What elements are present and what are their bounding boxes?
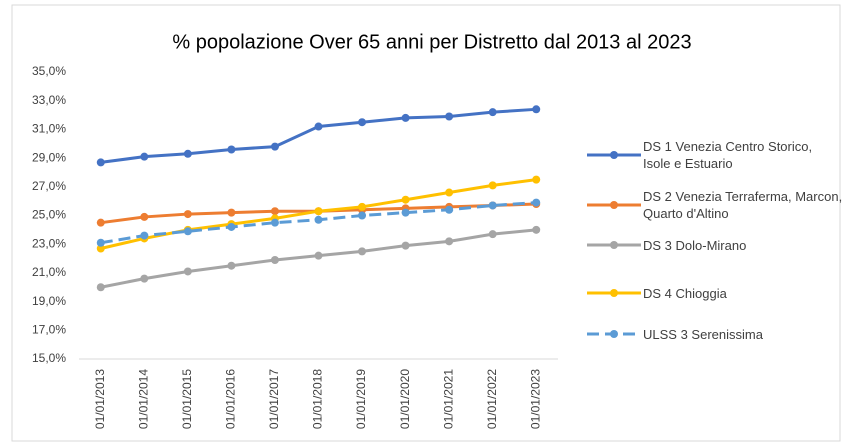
point	[227, 261, 236, 270]
point	[96, 244, 105, 253]
legend-label: ULSS 3 Serenissima	[643, 326, 763, 342]
point	[96, 218, 105, 227]
y-tick-label: 21,0%	[32, 265, 66, 279]
x-tick-label: 01/01/2016	[224, 369, 238, 429]
legend-item: DS 3 Dolo-Mirano	[585, 228, 843, 262]
x-tick-label: 01/01/2022	[485, 369, 499, 429]
x-tick-label: 01/01/2014	[136, 369, 150, 429]
point	[401, 241, 410, 250]
legend-item: DS 1 Venezia Centro Storico, Isole e Est…	[585, 138, 843, 172]
legend-marker	[610, 241, 618, 249]
point	[227, 145, 236, 154]
x-tick-label: 01/01/2019	[354, 369, 368, 429]
point	[445, 188, 454, 197]
point	[183, 267, 192, 276]
point	[270, 142, 279, 151]
point	[96, 238, 105, 247]
point	[140, 152, 149, 161]
point	[488, 230, 497, 239]
point	[445, 205, 454, 214]
point	[270, 255, 279, 264]
legend-item: ULSS 3 Serenissima	[585, 317, 843, 351]
y-tick-label: 31,0%	[32, 122, 66, 136]
point	[401, 195, 410, 204]
x-tick-label: 01/01/2013	[93, 369, 107, 429]
chart-title: % popolazione Over 65 anni per Distretto…	[172, 31, 691, 53]
legend-swatch	[587, 241, 641, 249]
legend-swatch	[587, 330, 641, 338]
x-tick-label: 01/01/2021	[441, 369, 455, 429]
x-tick-label: 01/01/2015	[180, 369, 194, 429]
point	[227, 222, 236, 231]
series-line	[100, 107, 537, 164]
legend-swatch	[587, 151, 641, 159]
legend-label: DS 2 Venezia Terraferma, Marcon, Quarto …	[643, 189, 843, 221]
point	[314, 251, 323, 260]
point	[227, 208, 236, 217]
y-tick-label: 33,0%	[32, 93, 66, 107]
legend-label: DS 3 Dolo-Mirano	[643, 237, 747, 253]
x-tick-label: 01/01/2018	[311, 369, 325, 429]
point	[314, 122, 323, 131]
point	[358, 211, 367, 220]
point	[445, 112, 454, 121]
legend-item: DS 4 Chioggia	[585, 276, 843, 310]
y-tick-label: 23,0%	[32, 236, 66, 250]
legend-label: DS 4 Chioggia	[643, 285, 727, 301]
point	[96, 283, 105, 292]
point	[401, 208, 410, 217]
legend-swatch	[587, 289, 641, 297]
y-tick-label: 15,0%	[32, 351, 66, 365]
point	[358, 202, 367, 211]
legend-marker	[610, 289, 618, 297]
point	[532, 105, 541, 114]
legend-label: DS 1 Venezia Centro Storico, Isole e Est…	[643, 139, 813, 171]
point	[96, 158, 105, 167]
y-tick-label: 25,0%	[32, 208, 66, 222]
legend-swatch	[587, 201, 641, 209]
point	[358, 118, 367, 127]
point	[183, 227, 192, 236]
point	[140, 231, 149, 240]
point	[532, 198, 541, 207]
point	[140, 274, 149, 283]
point	[488, 181, 497, 190]
chart-frame	[11, 4, 841, 442]
y-tick-label: 19,0%	[32, 294, 66, 308]
legend-marker	[610, 151, 618, 159]
point	[488, 201, 497, 210]
y-tick-label: 17,0%	[32, 322, 66, 336]
point	[270, 218, 279, 227]
legend-marker	[610, 201, 618, 209]
point	[488, 108, 497, 117]
x-tick-label: 01/01/2020	[398, 369, 412, 429]
point	[140, 212, 149, 221]
point	[532, 225, 541, 234]
y-tick-label: 27,0%	[32, 179, 66, 193]
point	[183, 149, 192, 158]
point	[314, 207, 323, 216]
y-tick-label: 29,0%	[32, 150, 66, 164]
point	[314, 215, 323, 224]
x-tick-label: 01/01/2017	[267, 369, 281, 429]
legend-item: DS 2 Venezia Terraferma, Marcon, Quarto …	[585, 188, 843, 222]
point	[358, 247, 367, 256]
point	[183, 210, 192, 219]
legend-marker	[610, 330, 618, 338]
x-tick-label: 01/01/2023	[528, 369, 542, 429]
point	[270, 207, 279, 216]
point	[532, 175, 541, 184]
point	[401, 113, 410, 122]
y-tick-label: 35,0%	[32, 64, 66, 78]
point	[445, 237, 454, 246]
